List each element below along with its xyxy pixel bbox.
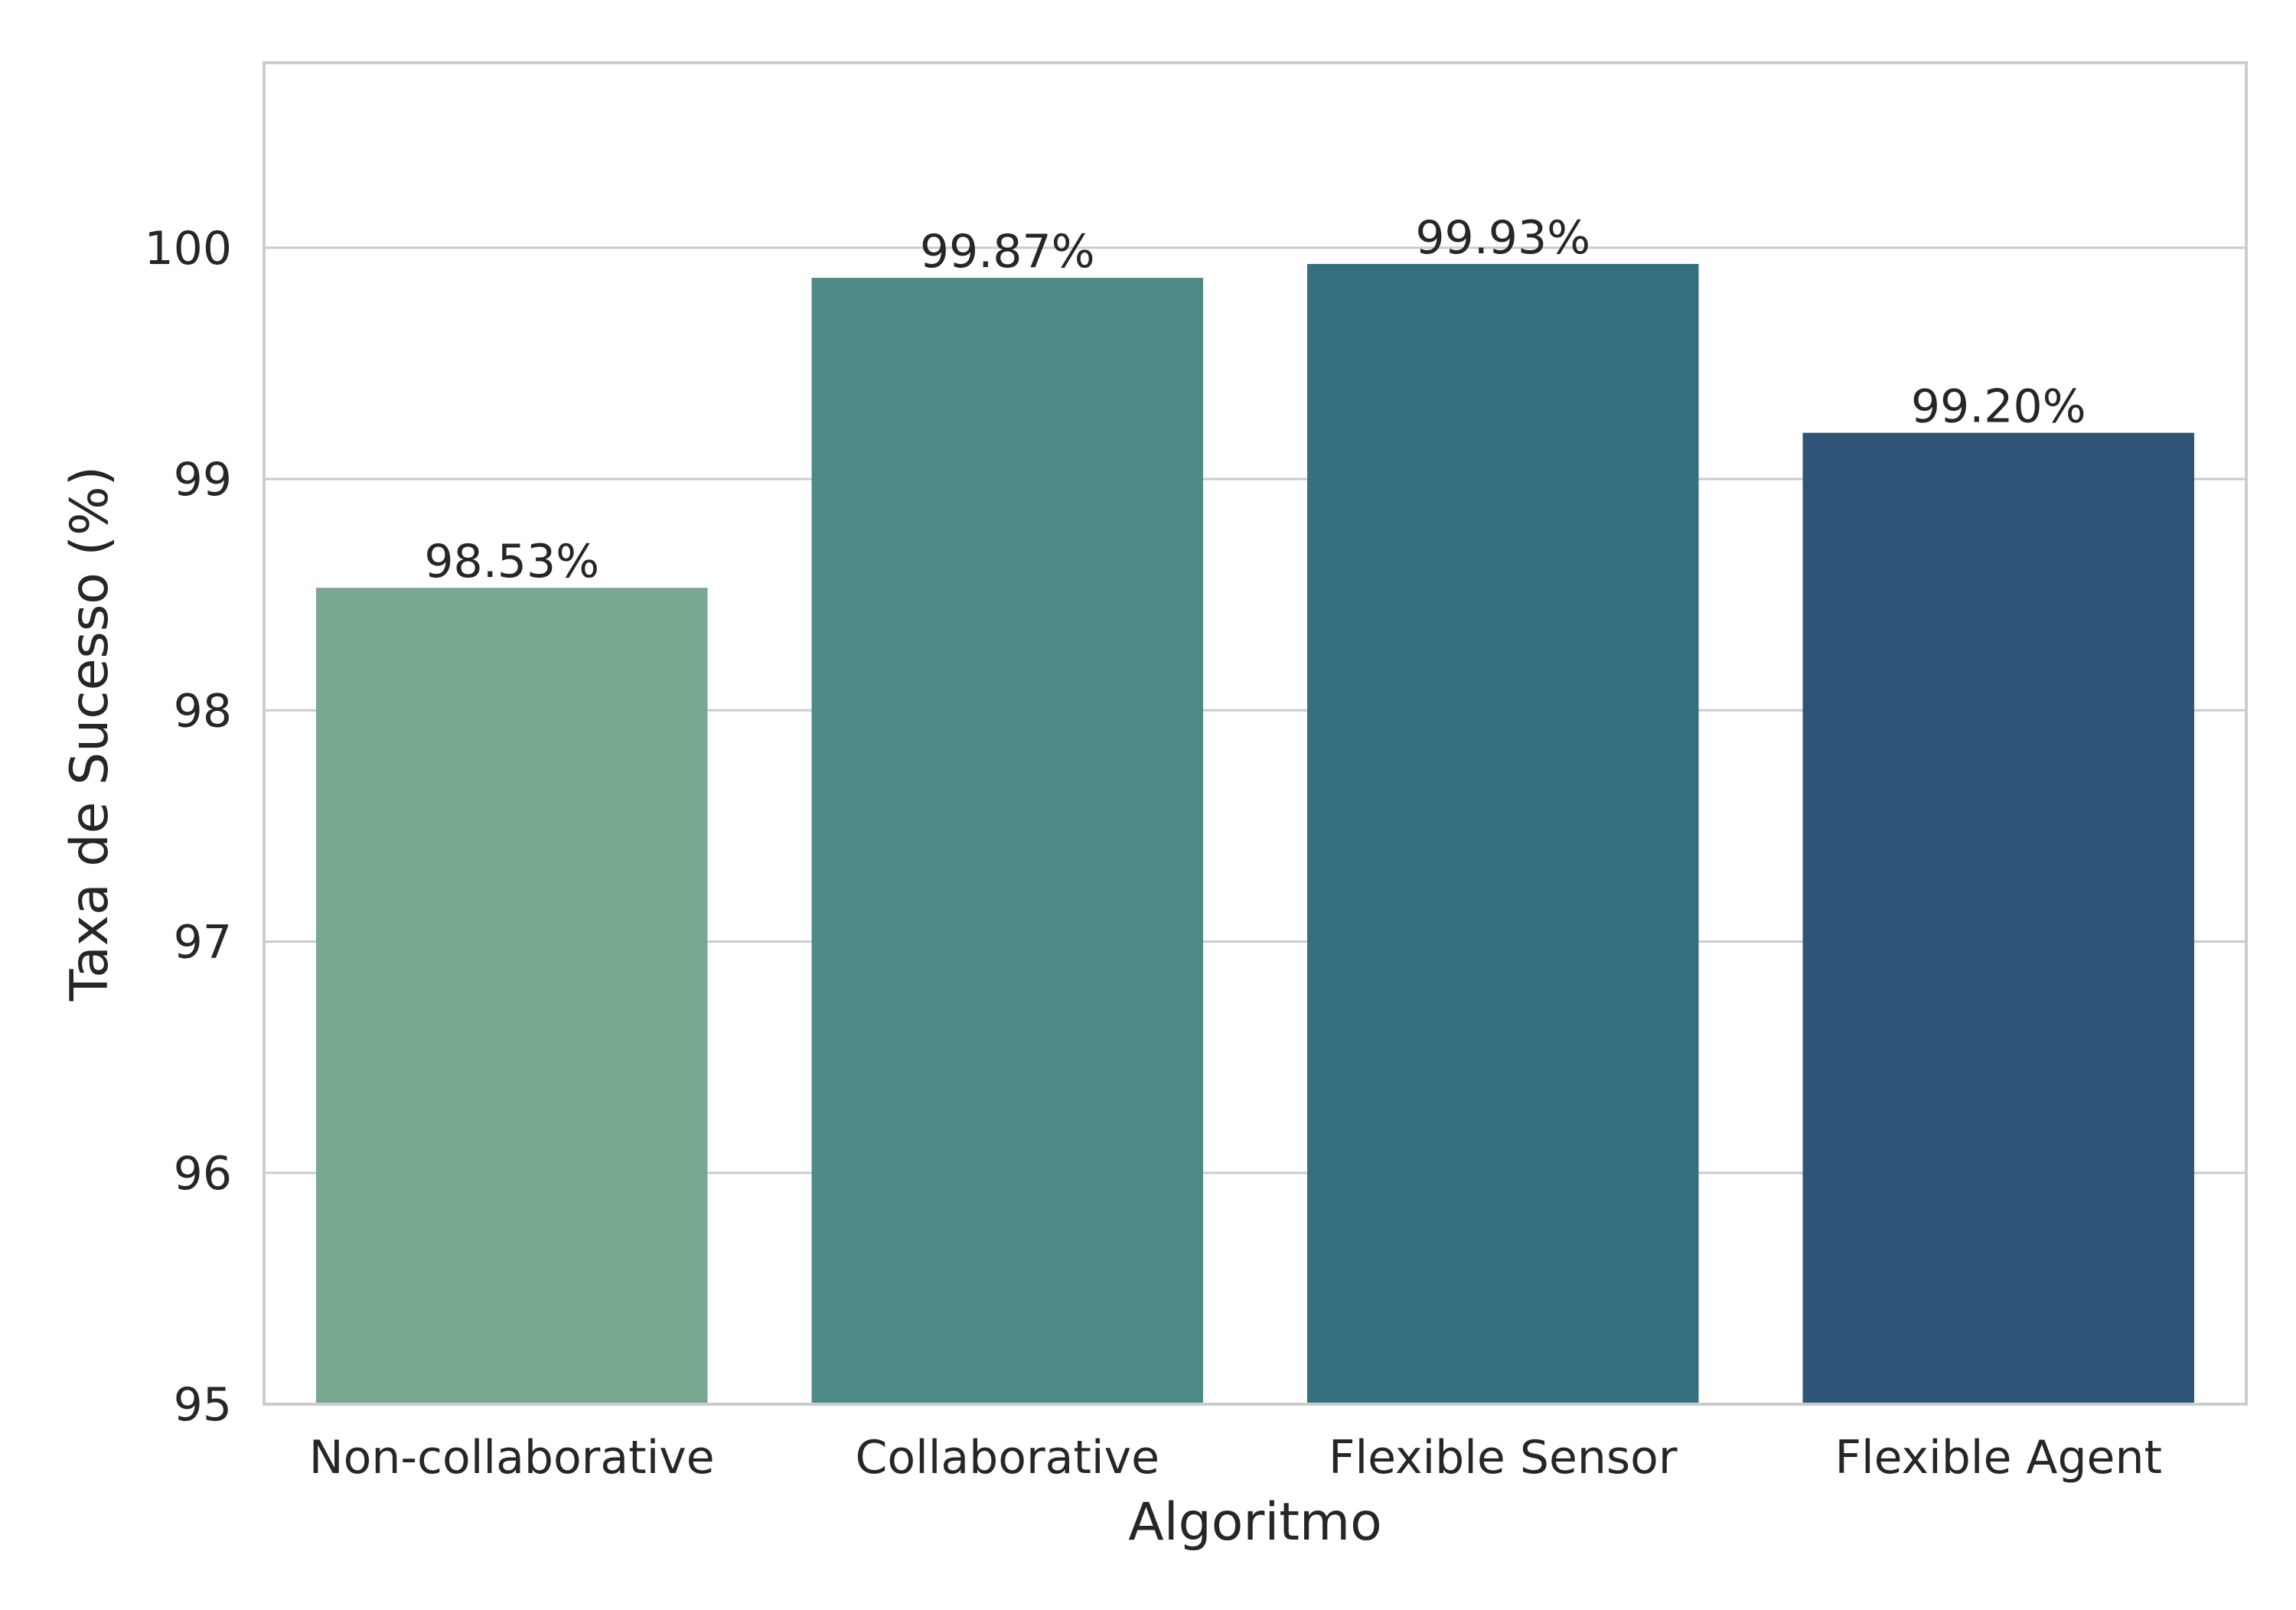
bar [315, 588, 708, 1405]
x-tick-label: Non-collaborative [309, 1431, 715, 1485]
y-tick-label: 95 [174, 1378, 232, 1432]
y-axis-label: Taxa de Sucesso (%) [60, 466, 120, 1002]
x-axis-ticks: Non-collaborative Collaborative Flexible S… [309, 1431, 2162, 1485]
bar [1802, 432, 2195, 1404]
bars [315, 263, 2195, 1405]
y-axis-ticks: 95 96 97 98 99 100 [144, 222, 232, 1432]
y-tick-label: 100 [144, 222, 232, 275]
x-tick-label: Flexible Agent [1835, 1431, 2162, 1485]
x-tick-label: Collaborative [855, 1431, 1159, 1485]
bar-value-label: 99.87% [920, 225, 1095, 279]
y-tick-label: 97 [174, 916, 232, 970]
bar [1306, 263, 1699, 1405]
bar-value-label: 98.53% [424, 535, 599, 588]
x-axis-label: Algoritmo [1128, 1492, 1382, 1553]
plot-frame [263, 61, 2248, 1406]
bar-value-label: 99.93% [1415, 211, 1590, 265]
y-tick-label: 98 [174, 684, 232, 738]
x-tick-label: Flexible Sensor [1329, 1431, 1678, 1485]
y-tick-label: 96 [174, 1147, 232, 1201]
bar [811, 278, 1204, 1404]
y-tick-label: 99 [174, 453, 232, 507]
bar-value-label: 99.20% [1911, 380, 2086, 434]
bar-value-labels: 98.53% 99.87% 99.93% 99.20% [424, 211, 2086, 588]
